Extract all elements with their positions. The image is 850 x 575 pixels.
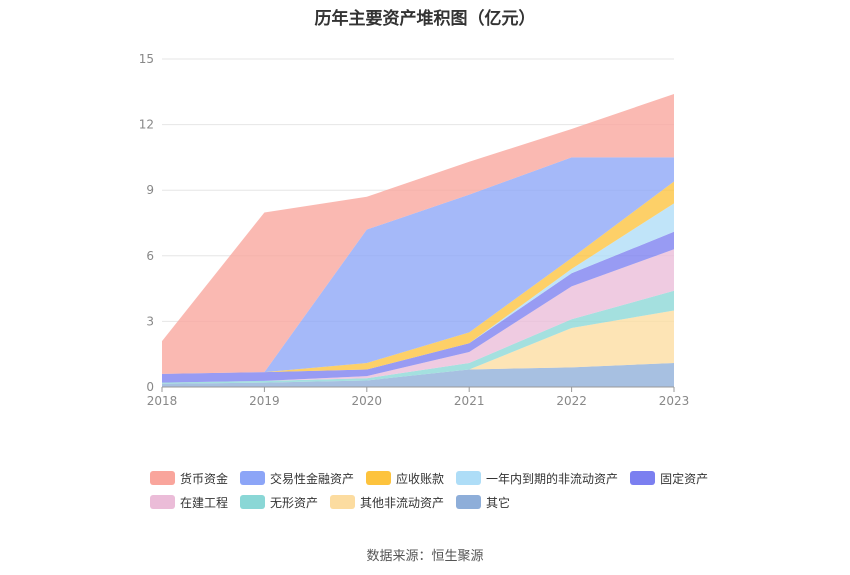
legend-swatch (150, 495, 175, 509)
x-tick-label: 2021 (454, 394, 485, 408)
legend-label: 货币资金 (180, 471, 229, 486)
stacked-area-chart: 0 3 6 9 12 15 2018 2019 2020 2021 2022 2023 (139, 52, 690, 408)
chart-title: 历年主要资产堆积图（亿元） (314, 9, 536, 29)
legend-label: 交易性金融资产 (270, 471, 355, 486)
y-tick-label: 3 (146, 314, 154, 328)
legend-label: 无形资产 (270, 495, 319, 510)
legend-item-intangible-assets[interactable]: 无形资产 (240, 494, 318, 511)
y-tick-label: 9 (146, 183, 154, 197)
legend-item-construction[interactable]: 在建工程 (150, 494, 228, 511)
legend-swatch (240, 471, 266, 485)
x-tick-label: 2023 (659, 394, 690, 408)
legend-label: 固定资产 (660, 471, 709, 486)
area-series-1 (162, 310, 674, 384)
legend-swatch (330, 495, 356, 509)
legend-label: 其它 (486, 495, 511, 510)
area-series-3 (162, 249, 674, 383)
data-source: 数据来源：恒生聚源 (366, 549, 484, 564)
x-tick-label: 2019 (249, 394, 280, 408)
chart-legend: 货币资金 交易性金融资产 应收账款 一年内到期的非流动资产 固定资产 在建工程 … (150, 470, 750, 518)
legend-swatch (240, 495, 266, 509)
legend-item-trading-financial-assets[interactable]: 交易性金融资产 (240, 470, 354, 487)
legend-row-2: 在建工程 无形资产 其他非流动资产 其它 (150, 494, 750, 510)
x-tick-label: 2018 (147, 394, 178, 408)
legend-swatch (630, 471, 656, 485)
legend-swatch (456, 471, 482, 485)
y-tick-label: 12 (139, 118, 154, 132)
y-tick-label: 15 (139, 52, 154, 66)
legend-swatch (366, 471, 392, 485)
legend-row-1: 货币资金 交易性金融资产 应收账款 一年内到期的非流动资产 固定资产 (150, 470, 750, 486)
x-tick-label: 2020 (352, 394, 383, 408)
legend-item-others[interactable]: 其它 (456, 494, 510, 511)
legend-swatch (456, 495, 482, 509)
area-series-8 (162, 93, 674, 374)
x-tick-label: 2022 (556, 394, 587, 408)
legend-item-accounts-receivable[interactable]: 应收账款 (366, 470, 444, 487)
area-series-7 (162, 157, 674, 374)
legend-item-cash[interactable]: 货币资金 (150, 470, 228, 487)
legend-label: 一年内到期的非流动资产 (486, 471, 619, 486)
legend-item-other-noncurrent[interactable]: 其他非流动资产 (330, 494, 444, 511)
legend-item-fixed-assets[interactable]: 固定资产 (630, 470, 708, 487)
legend-swatch (150, 471, 175, 485)
legend-label: 应收账款 (396, 471, 445, 486)
y-tick-label: 0 (146, 380, 154, 394)
y-tick-label: 6 (146, 249, 154, 263)
legend-label: 其他非流动资产 (360, 495, 445, 510)
legend-label: 在建工程 (180, 495, 229, 510)
legend-item-current-portion-noncurrent[interactable]: 一年内到期的非流动资产 (456, 470, 618, 487)
